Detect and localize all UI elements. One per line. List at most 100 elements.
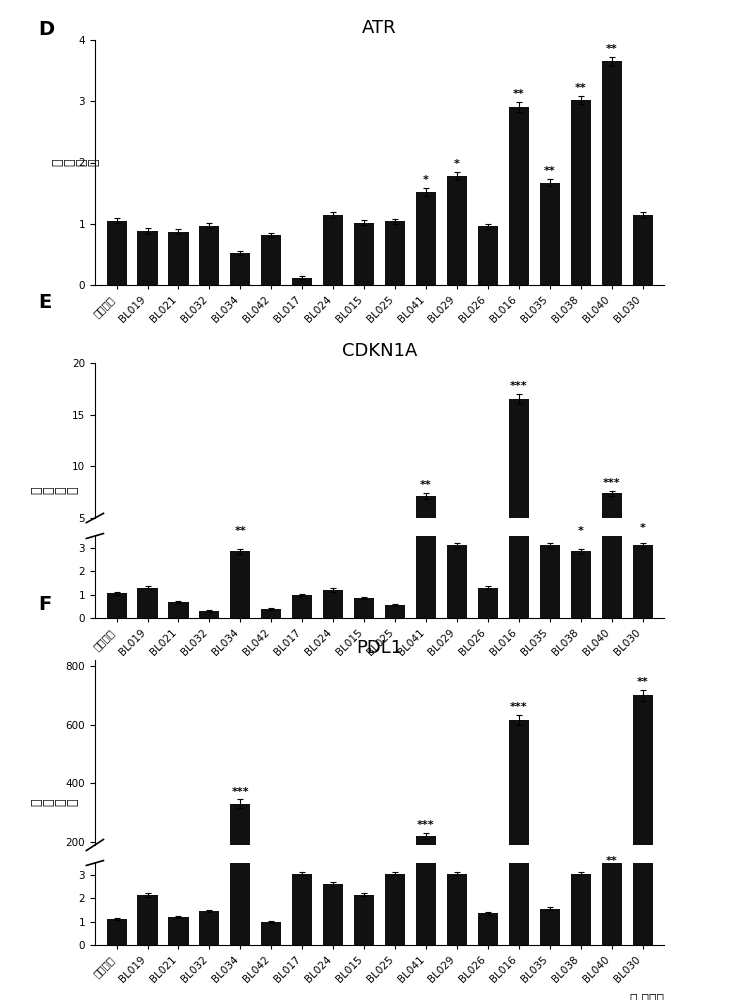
Text: 药 物名称: 药 物名称 bbox=[630, 666, 664, 679]
Text: ***: *** bbox=[263, 888, 280, 898]
Text: ***: *** bbox=[510, 381, 528, 391]
Bar bbox=[107, 919, 126, 945]
Bar bbox=[509, 399, 529, 570]
Bar bbox=[354, 223, 374, 285]
Bar bbox=[416, 0, 436, 945]
Text: 药 物名称: 药 物名称 bbox=[630, 388, 664, 401]
Bar bbox=[292, 559, 312, 570]
Text: *: * bbox=[454, 159, 460, 169]
Bar bbox=[633, 538, 653, 570]
Text: *: * bbox=[578, 526, 584, 536]
Text: **: ** bbox=[544, 166, 556, 176]
Text: **: ** bbox=[420, 480, 432, 490]
Bar bbox=[509, 107, 529, 285]
Bar bbox=[633, 215, 653, 285]
Text: *: * bbox=[423, 175, 429, 185]
Bar bbox=[539, 538, 560, 570]
Bar bbox=[447, 545, 467, 618]
Bar bbox=[509, 0, 529, 945]
Bar bbox=[385, 874, 405, 945]
Bar bbox=[137, 895, 158, 945]
Bar bbox=[199, 567, 220, 570]
Text: **: ** bbox=[513, 89, 525, 99]
Text: ***: *** bbox=[510, 702, 528, 712]
Text: F: F bbox=[38, 595, 51, 614]
Bar bbox=[447, 176, 467, 285]
Text: ***: *** bbox=[448, 887, 466, 897]
Text: ***: *** bbox=[231, 787, 249, 797]
Title: CDKN1A: CDKN1A bbox=[342, 342, 418, 360]
Title: PDL1: PDL1 bbox=[356, 639, 403, 657]
Bar bbox=[539, 909, 560, 945]
Bar bbox=[169, 562, 188, 570]
Bar bbox=[169, 232, 188, 285]
Bar bbox=[107, 593, 126, 618]
Bar bbox=[602, 493, 622, 570]
Y-axis label: 上
调
倍
数: 上 调 倍 数 bbox=[51, 159, 100, 166]
Bar bbox=[323, 557, 343, 570]
Bar bbox=[199, 611, 220, 618]
Bar bbox=[261, 922, 281, 945]
Title: ATR: ATR bbox=[362, 19, 397, 37]
Bar bbox=[602, 61, 622, 285]
Text: *: * bbox=[330, 887, 336, 897]
Bar bbox=[323, 884, 343, 945]
Bar bbox=[107, 559, 126, 570]
Text: 上
调
倍
数: 上 调 倍 数 bbox=[30, 487, 80, 494]
Bar bbox=[261, 235, 281, 285]
Text: D: D bbox=[38, 20, 54, 39]
Text: **: ** bbox=[575, 83, 587, 93]
Bar bbox=[416, 192, 436, 285]
Bar bbox=[169, 917, 188, 945]
Bar bbox=[602, 870, 622, 901]
Bar bbox=[509, 720, 529, 901]
Bar bbox=[199, 226, 220, 285]
Bar bbox=[571, 874, 591, 945]
Bar bbox=[385, 564, 405, 570]
Bar bbox=[230, 804, 250, 901]
Bar bbox=[137, 556, 158, 570]
Bar bbox=[602, 445, 622, 618]
Bar bbox=[169, 602, 188, 618]
Bar bbox=[199, 911, 220, 945]
Bar bbox=[539, 183, 560, 285]
Text: **: ** bbox=[389, 887, 401, 897]
Bar bbox=[354, 561, 374, 570]
Text: 上
调
倍
数: 上 调 倍 数 bbox=[30, 799, 80, 806]
Text: E: E bbox=[38, 293, 51, 312]
Bar bbox=[633, 0, 653, 945]
Bar bbox=[571, 551, 591, 618]
Bar bbox=[571, 540, 591, 570]
Bar bbox=[354, 598, 374, 618]
Bar bbox=[416, 452, 436, 618]
Bar bbox=[633, 695, 653, 901]
Bar bbox=[447, 538, 467, 570]
Bar bbox=[261, 566, 281, 570]
Bar bbox=[230, 540, 250, 570]
Text: **: ** bbox=[637, 677, 648, 687]
Bar bbox=[292, 874, 312, 945]
Text: ***: *** bbox=[572, 887, 590, 897]
Bar bbox=[230, 253, 250, 285]
Bar bbox=[323, 215, 343, 285]
Text: ***: *** bbox=[603, 478, 620, 488]
Bar bbox=[261, 609, 281, 618]
Text: *: * bbox=[639, 524, 645, 534]
Bar bbox=[137, 231, 158, 285]
Bar bbox=[416, 836, 436, 901]
Bar bbox=[292, 595, 312, 618]
Bar bbox=[539, 545, 560, 618]
Bar bbox=[385, 605, 405, 618]
Bar bbox=[509, 231, 529, 618]
Bar bbox=[478, 913, 498, 945]
Bar bbox=[137, 588, 158, 618]
Text: *: * bbox=[145, 887, 150, 897]
Bar bbox=[385, 221, 405, 285]
Bar bbox=[602, 0, 622, 945]
Text: 药 物名称: 药 物名称 bbox=[630, 993, 664, 1000]
Bar bbox=[107, 221, 126, 285]
Bar bbox=[230, 551, 250, 618]
Bar bbox=[292, 278, 312, 285]
Bar bbox=[633, 545, 653, 618]
Bar bbox=[478, 588, 498, 618]
